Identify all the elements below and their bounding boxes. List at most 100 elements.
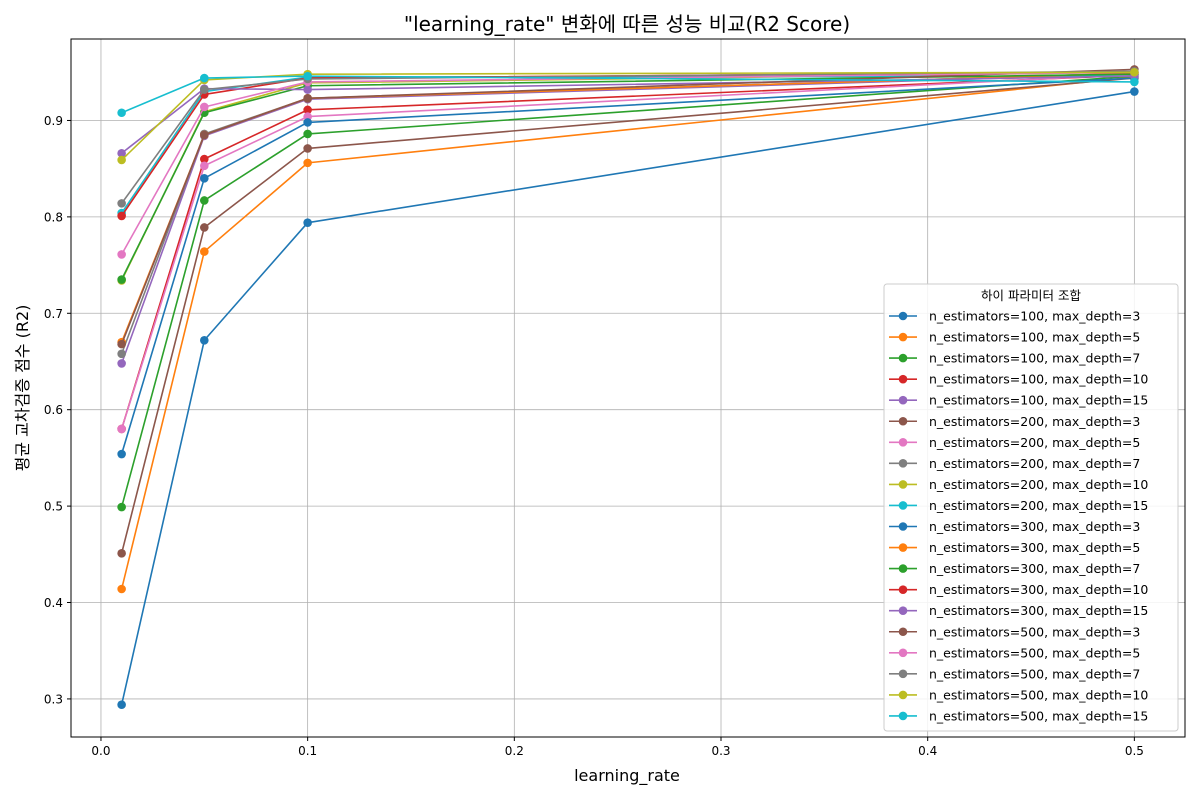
data-point (200, 247, 209, 256)
series (117, 71, 1139, 118)
data-point (200, 73, 209, 83)
legend-marker (898, 311, 908, 321)
data-point (303, 118, 312, 127)
data-point (117, 584, 126, 594)
series-line (120, 74, 1135, 430)
data-point (117, 339, 126, 349)
legend-entry: n_estimators=300, max_depth=15 (889, 603, 1148, 618)
legend-marker (898, 480, 908, 489)
data-point (1130, 67, 1139, 77)
legend-label: n_estimators=500, max_depth=10 (929, 687, 1148, 702)
x-tick-label: 0.5 (1125, 744, 1144, 758)
series-lines (117, 65, 1139, 710)
legend-entry: n_estimators=300, max_depth=3 (889, 519, 1140, 534)
legend-entry: n_estimators=500, max_depth=3 (889, 624, 1140, 639)
legend-entry: n_estimators=200, max_depth=15 (889, 498, 1148, 513)
y-tick-label: 0.3 (44, 692, 63, 706)
legend-marker (898, 585, 908, 594)
series-line (120, 77, 1135, 554)
x-tick-label: 0.1 (298, 744, 317, 758)
y-axis-label: 평균 교차검증 점수 (R2) (13, 305, 32, 472)
data-point (303, 85, 312, 94)
data-point (303, 158, 312, 168)
legend-entry: n_estimators=200, max_depth=5 (889, 435, 1140, 450)
legend-entry: n_estimators=100, max_depth=10 (889, 372, 1148, 387)
data-point (200, 85, 209, 94)
legend-marker (898, 374, 908, 384)
data-point (117, 359, 126, 368)
data-point (1130, 87, 1139, 96)
legend-label: n_estimators=300, max_depth=5 (929, 540, 1140, 555)
legend-label: n_estimators=100, max_depth=10 (929, 372, 1148, 387)
legend-marker (898, 438, 908, 447)
data-point (200, 196, 209, 205)
legend-marker (898, 501, 908, 510)
x-tick-label: 0.3 (711, 744, 730, 758)
data-point (303, 93, 312, 103)
legend-entry: n_estimators=200, max_depth=3 (889, 414, 1140, 429)
data-point (200, 161, 209, 171)
y-axis-ticks: 0.3 0.4 0.5 0.6 0.7 0.8 0.9 (44, 114, 71, 706)
data-point (303, 218, 312, 227)
legend-entry: n_estimators=500, max_depth=15 (889, 708, 1148, 723)
legend-marker (898, 627, 908, 637)
y-tick-label: 0.8 (44, 210, 63, 224)
legend: 하이 파라미터 조합 n_estimators=100, max_depth=3… (883, 283, 1179, 732)
data-point (200, 130, 209, 140)
legend-entry: n_estimators=300, max_depth=7 (889, 561, 1140, 576)
data-point (303, 129, 312, 139)
data-point (117, 275, 126, 284)
legend-marker (898, 332, 908, 342)
legend-entry: n_estimators=100, max_depth=15 (889, 393, 1148, 408)
data-point (303, 71, 312, 81)
series-line (120, 73, 1135, 280)
legend-label: n_estimators=100, max_depth=5 (929, 330, 1140, 345)
legend-label: n_estimators=200, max_depth=15 (929, 498, 1148, 513)
data-point (200, 154, 209, 164)
legend-marker (898, 459, 908, 468)
legend-label: n_estimators=500, max_depth=7 (929, 666, 1140, 681)
series-line (120, 70, 1135, 204)
data-point (117, 250, 126, 259)
y-tick-label: 0.6 (44, 403, 63, 417)
data-point (117, 449, 126, 459)
legend-marker (898, 522, 908, 531)
data-point (117, 199, 126, 208)
series-line (120, 73, 1135, 364)
series-line (120, 77, 1135, 455)
series (117, 87, 1139, 710)
x-axis-label: learning_rate (574, 766, 680, 786)
legend-label: n_estimators=200, max_depth=10 (929, 477, 1148, 492)
legend-label: n_estimators=200, max_depth=3 (929, 414, 1140, 429)
legend-entry: n_estimators=500, max_depth=10 (889, 687, 1148, 702)
data-point (200, 102, 209, 112)
legend-label: n_estimators=300, max_depth=3 (929, 519, 1140, 534)
legend-entry: n_estimators=200, max_depth=10 (889, 477, 1148, 492)
series-line (120, 90, 1135, 705)
series-line (120, 73, 1135, 430)
legend-label: n_estimators=100, max_depth=7 (929, 351, 1140, 366)
x-axis-ticks: 0.0 0.1 0.2 0.3 0.4 0.5 (91, 737, 1144, 758)
series-line (120, 75, 1135, 508)
data-point (200, 335, 209, 345)
data-point (117, 108, 126, 118)
legend-label: n_estimators=300, max_depth=15 (929, 603, 1148, 618)
legend-marker (898, 395, 908, 405)
data-point (200, 174, 209, 183)
data-point (117, 502, 126, 512)
legend-title: 하이 파라미터 조합 (981, 288, 1081, 303)
legend-label: n_estimators=100, max_depth=15 (929, 393, 1148, 408)
legend-label: n_estimators=200, max_depth=5 (929, 435, 1140, 450)
series-line (120, 71, 1135, 255)
series (117, 73, 1139, 459)
plot-frame (70, 38, 1186, 738)
legend-entry: n_estimators=500, max_depth=7 (889, 666, 1140, 681)
legend-marker (898, 711, 908, 721)
data-point (117, 148, 126, 158)
series-line (120, 68, 1135, 345)
legend-entry: n_estimators=200, max_depth=7 (889, 456, 1140, 471)
data-point (1130, 77, 1139, 87)
legend-marker (898, 353, 908, 363)
